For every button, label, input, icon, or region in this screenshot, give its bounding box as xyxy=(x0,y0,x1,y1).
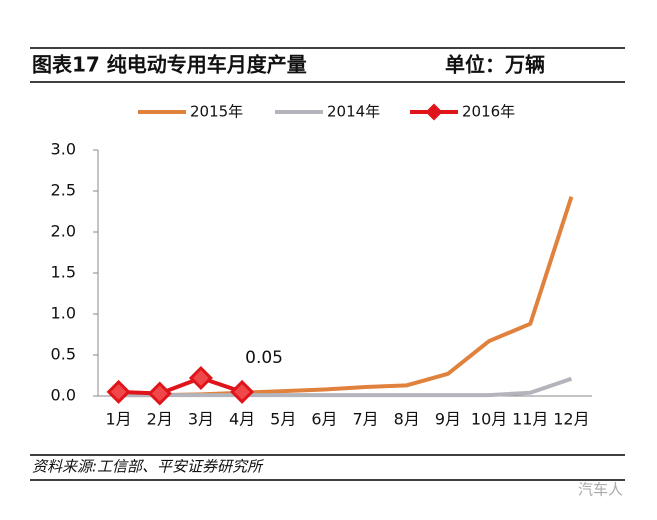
legend-marker xyxy=(425,103,443,121)
x-tick-label: 5月 xyxy=(270,410,296,429)
y-tick-label: 0.5 xyxy=(51,345,76,364)
x-tick-label: 11月 xyxy=(512,410,548,429)
source: 资料来源:工信部、平安证券研究所 xyxy=(32,458,264,476)
y-tick-label: 1.0 xyxy=(51,304,76,323)
legend-label: 2015年 xyxy=(190,103,243,121)
value-label: 0.05 xyxy=(245,348,283,368)
x-tick-label: 2月 xyxy=(147,410,173,429)
y-tick-label: 3.0 xyxy=(51,140,76,159)
x-tick-label: 10月 xyxy=(471,410,507,429)
watermark: 汽车人 xyxy=(578,481,623,499)
legend-label: 2016年 xyxy=(462,103,515,121)
point-marker xyxy=(106,379,131,404)
point-marker xyxy=(188,365,213,390)
x-tick-label: 6月 xyxy=(311,410,337,429)
series-line xyxy=(118,196,574,398)
point-marker xyxy=(230,379,255,404)
y-tick-label: 0.0 xyxy=(51,386,76,405)
x-tick-label: 4月 xyxy=(229,410,255,429)
x-tick-label: 7月 xyxy=(352,410,378,429)
x-tick-label: 8月 xyxy=(394,410,420,429)
x-tick-label: 12月 xyxy=(553,410,589,429)
x-tick-label: 1月 xyxy=(105,410,131,429)
y-tick-label: 2.5 xyxy=(51,181,76,200)
y-tick-label: 2.0 xyxy=(51,222,76,241)
x-tick-label: 3月 xyxy=(188,410,214,429)
x-tick-label: 9月 xyxy=(435,410,461,429)
y-tick-label: 1.5 xyxy=(51,263,76,282)
chart-title: 图表17 纯电动专用车月度产量 xyxy=(32,53,307,77)
series-line xyxy=(118,375,243,396)
point-marker xyxy=(147,381,172,406)
unit: 单位：万辆 xyxy=(445,53,545,77)
legend-label: 2014年 xyxy=(327,103,380,121)
series-line xyxy=(118,376,573,398)
